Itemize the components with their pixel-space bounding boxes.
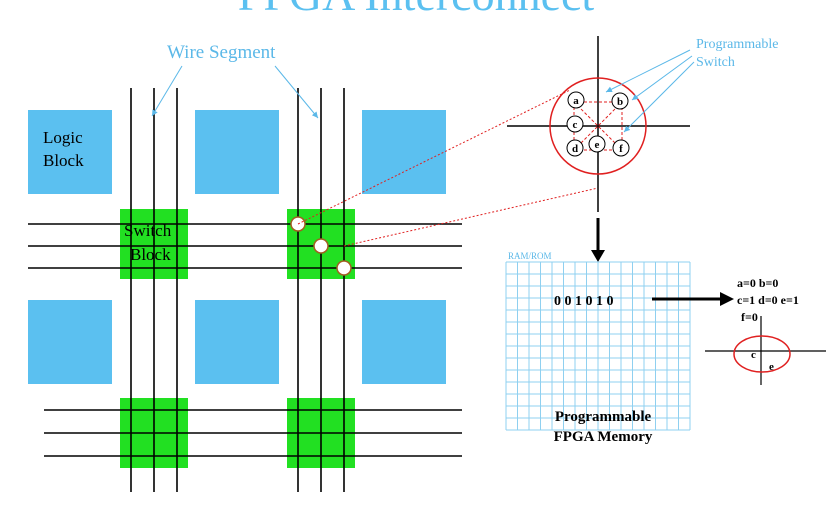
switch-point	[313, 238, 329, 254]
wire-segment-label: Wire Segment	[167, 42, 276, 63]
assignment-line: c=1 d=0 e=1	[737, 293, 799, 307]
switch-node-label: e	[595, 139, 600, 151]
page-title: FPGA Interconnect	[238, 0, 595, 20]
programmable-switch-pointer	[605, 49, 691, 93]
logic-block	[28, 300, 112, 384]
switch-node-label: b	[617, 96, 623, 108]
switch-point	[336, 260, 352, 276]
arrow-down-icon	[591, 218, 605, 262]
programmable-switch-label: Switch	[696, 55, 735, 70]
switch-block-label: Block	[130, 245, 171, 264]
logic-block	[195, 300, 279, 384]
logic-block	[362, 110, 446, 194]
wire-segment-pointer	[274, 65, 319, 119]
programmable-switch-label: Programmable	[696, 37, 778, 52]
logic-block-label: Logic	[43, 128, 83, 147]
switch-node-a	[567, 91, 585, 109]
ram-rom-label: RAM/ROM	[508, 251, 552, 261]
switch-node-e	[588, 135, 606, 153]
programmable-switch-pointer	[623, 61, 695, 133]
horizontal-wires	[28, 223, 462, 457]
arrow-right-icon	[652, 292, 734, 306]
programmable-switch-pointer	[631, 55, 693, 101]
logic-block	[28, 110, 112, 194]
switch-node-b	[611, 92, 629, 110]
memory-caption: Programmable	[555, 409, 652, 425]
result-label: c	[751, 349, 756, 361]
zoom-lines	[297, 89, 599, 247]
switch-node-label: c	[573, 119, 578, 131]
switch-node-label: a	[573, 95, 579, 107]
logic-block-label: Block	[43, 151, 84, 170]
assignment-line: a=0 b=0	[737, 276, 778, 290]
logic-block	[195, 110, 279, 194]
switch-node-label: f	[619, 143, 623, 155]
switch-node-label: d	[572, 143, 578, 155]
vertical-wires	[130, 88, 345, 492]
result-switch: c e	[705, 316, 826, 385]
logic-block	[362, 300, 446, 384]
switch-node-f	[612, 139, 630, 157]
switch-block-label: Switch	[124, 221, 172, 240]
memory-grid	[505, 261, 691, 431]
programmable-switch: a b c d e f	[507, 36, 690, 212]
wire-segment-pointer	[151, 65, 183, 117]
memory-caption: FPGA Memory	[554, 429, 653, 445]
logic-blocks	[28, 110, 446, 384]
memory-bits: 0 0 1 0 1 0	[554, 294, 614, 309]
switch-node-d	[566, 139, 584, 157]
assignment-line: f=0	[741, 310, 758, 324]
switch-node-c	[566, 115, 584, 133]
result-label: e	[769, 361, 774, 373]
